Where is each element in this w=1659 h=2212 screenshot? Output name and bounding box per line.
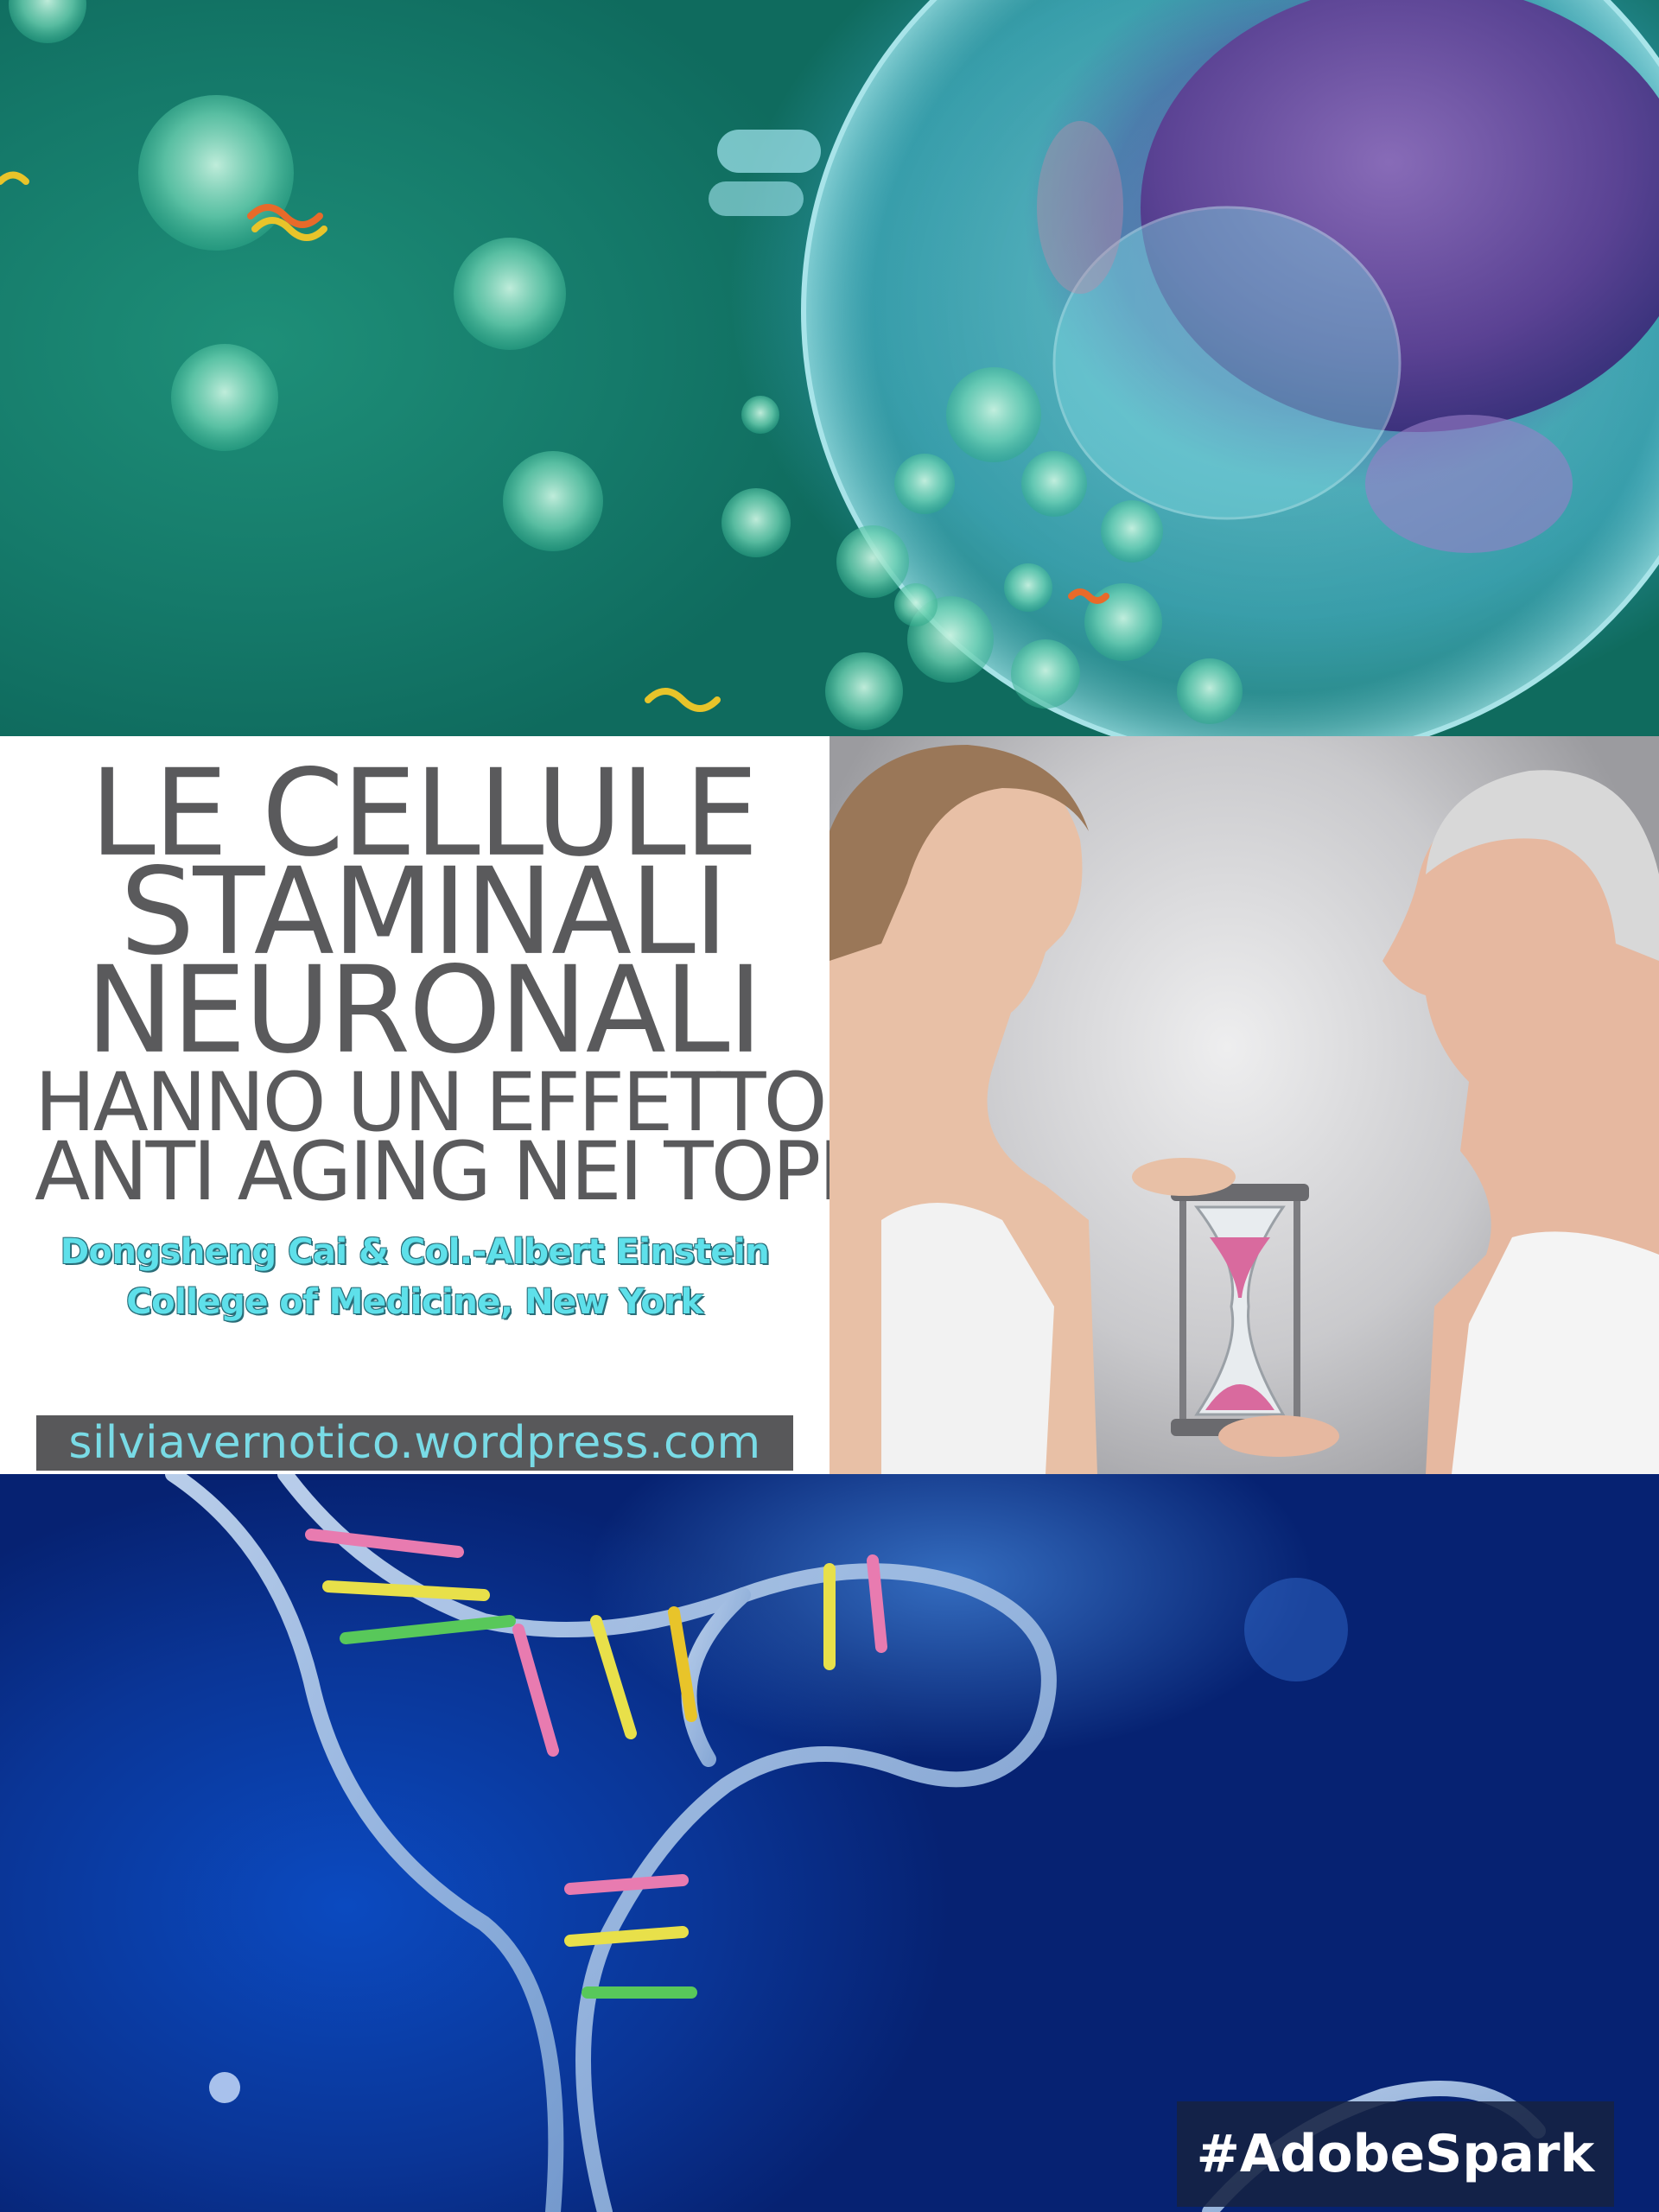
- adobe-spark-badge: #AdobeSpark: [1177, 2101, 1614, 2207]
- stem-cells-illustration: [0, 0, 1659, 736]
- women-hourglass-artwork: [830, 745, 1659, 1474]
- headline-line-5: ANTI AGING NEI TOPI: [35, 1125, 842, 1219]
- headline-line-1: LE CELLULE: [90, 744, 759, 884]
- dna-artwork: [165, 1474, 1546, 2212]
- website-link[interactable]: silviavernotico.wordpress.com: [36, 1415, 793, 1471]
- young-old-women-hourglass-photo: [830, 736, 1659, 1474]
- headline-line-4: HANNO UN EFFETTO: [35, 1056, 828, 1150]
- website-url[interactable]: silviavernotico.wordpress.com: [68, 1417, 761, 1469]
- headline-panel: LE CELLULE STAMINALI NEURONALI HANNO UN …: [0, 736, 842, 1474]
- headline-line-3: NEURONALI: [86, 941, 762, 1081]
- cells-artwork: [0, 0, 1659, 736]
- credit-line-2: College of Medicine, New York: [126, 1282, 703, 1322]
- credit-line-1: Dongsheng Cai & Col.-Albert Einstein: [60, 1232, 770, 1272]
- adobe-spark-label: #AdobeSpark: [1196, 2124, 1595, 2184]
- headline-line-2: STAMINALI: [120, 842, 728, 982]
- dna-illustration: [0, 1474, 1659, 2212]
